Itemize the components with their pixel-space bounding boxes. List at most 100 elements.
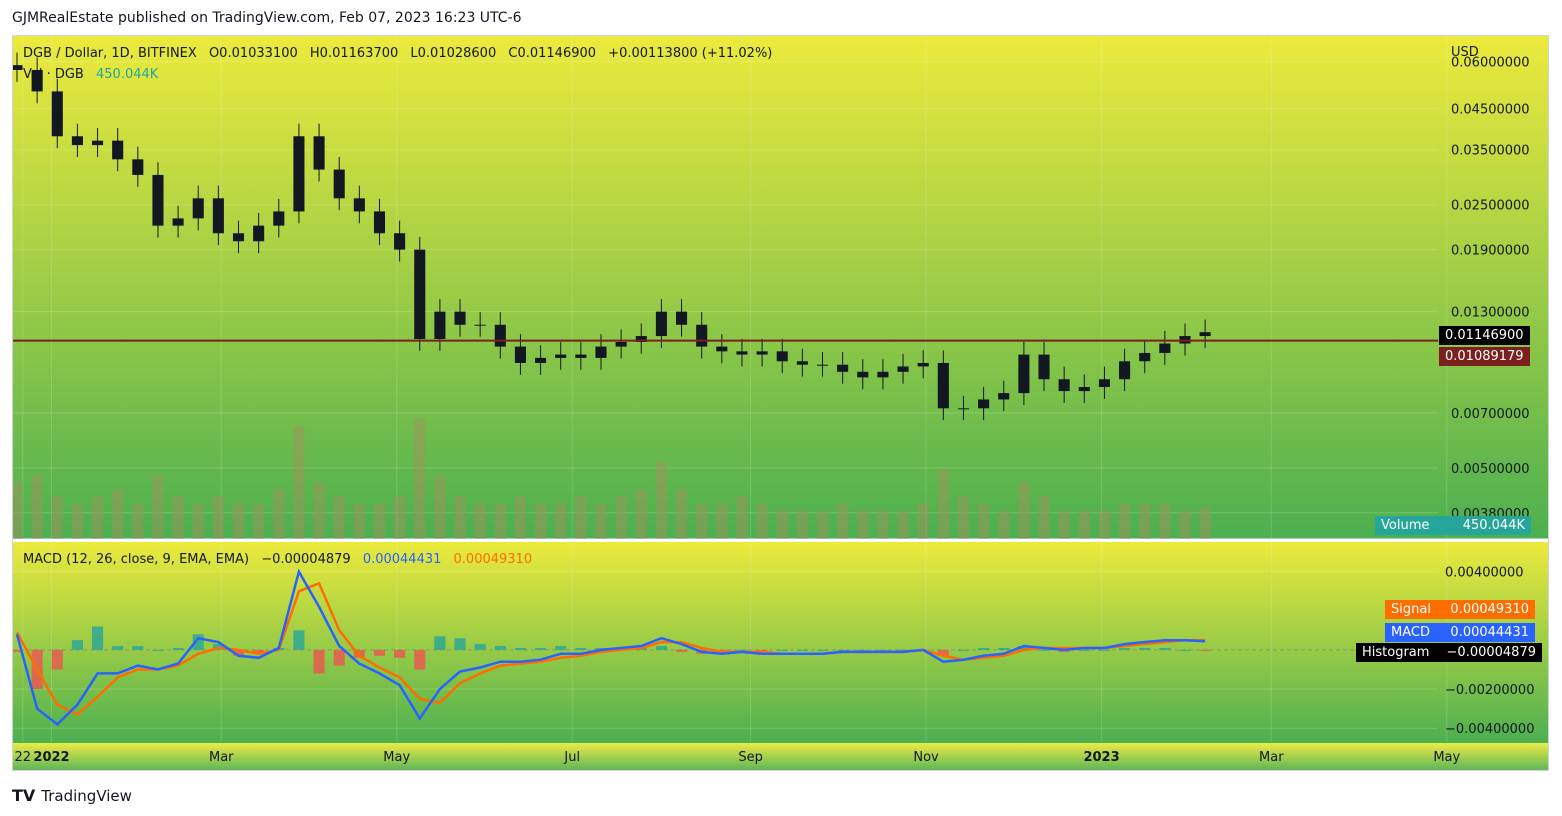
price-candle-body (212, 198, 224, 234)
price-candle-body (132, 159, 144, 175)
volume-bar (1119, 503, 1131, 539)
price-candle-body (92, 140, 104, 146)
macd-label: MACD (12, 26, close, 9, EMA, EMA) (23, 552, 250, 567)
volume-bar (978, 503, 990, 539)
macd-tick-label: −0.00400000 (1445, 722, 1534, 737)
volume-bar (414, 419, 426, 539)
price-candle-body (1098, 379, 1110, 388)
volume-bar (998, 510, 1010, 539)
volume-bar (897, 510, 909, 539)
macd-histogram-bar (414, 649, 426, 670)
time-tick-label: Sep (738, 750, 763, 765)
price-candle-body (756, 351, 768, 355)
volume-bar (474, 503, 486, 539)
volume-bar (112, 489, 124, 539)
volume-bar (132, 503, 144, 539)
axis-currency-label: USD (1451, 45, 1479, 60)
macd-histogram-bar (796, 649, 808, 651)
price-candle-body (897, 366, 909, 372)
macd-signal-value: 0.00049310 (453, 552, 533, 567)
price-candle-body (253, 225, 265, 242)
macd-histogram-bar (152, 649, 164, 651)
brand-name: TradingView (41, 786, 132, 805)
chart-frame[interactable]: USD 0.06000000 0.04500000 0.03500000 0.02500… (12, 35, 1549, 771)
volume-bar (273, 489, 285, 539)
macd-histogram-bar (92, 626, 104, 650)
macd-histogram-bar (192, 634, 204, 650)
price-candle-body (192, 198, 204, 219)
price-candle-body (353, 198, 365, 212)
volume-tag: Volume 450.044K (1375, 516, 1531, 535)
macd-line (15, 568, 1206, 726)
macd-histogram-bar (172, 647, 184, 650)
volume-bar (595, 503, 607, 539)
histogram-tag-label: Histogram (1362, 645, 1430, 660)
macd-histogram-bar (1179, 649, 1191, 651)
volume-bar (696, 503, 708, 539)
macd-histogram-bar (535, 647, 547, 650)
price-candle-body (635, 336, 647, 343)
volume-bar (232, 503, 245, 539)
volume-bar (333, 496, 345, 539)
volume-bar (676, 489, 688, 539)
volume-bar (857, 510, 869, 539)
price-candle-body (514, 346, 526, 363)
price-candle-body (716, 346, 728, 352)
volume-bar (1018, 482, 1030, 539)
signal-tag-label: Signal (1391, 602, 1431, 617)
price-tick-label: 0.02500000 (1451, 199, 1530, 214)
time-axis-bg (13, 743, 1548, 770)
hline-price-tag: 0.01089179 (1439, 347, 1530, 366)
macd-histogram-bar (1098, 649, 1110, 651)
price-candle-body (1038, 354, 1050, 380)
volume-tag-label: Volume (1381, 518, 1430, 533)
price-candle-body (494, 324, 506, 347)
price-candle-body (71, 136, 83, 146)
main-legend: DGB / Dollar, 1D, BITFINEX O0.01033100 H… (23, 46, 780, 61)
price-tick-label: 0.01300000 (1451, 306, 1530, 321)
macd-histogram-bar (555, 646, 567, 650)
price-tick-label: 0.00500000 (1451, 462, 1530, 477)
macd-histogram-bar (293, 630, 305, 650)
volume-bar (1058, 510, 1070, 539)
price-candle-body (555, 354, 567, 358)
price-candle-body (1119, 361, 1131, 380)
price-candle-body (776, 351, 788, 362)
price-candle-body (978, 399, 990, 409)
macd-histogram-bar (474, 644, 486, 650)
macd-histogram-bar (957, 649, 970, 651)
time-tick-label: Jul (563, 750, 580, 765)
price-candle-body (917, 362, 929, 367)
macd-histogram-bar (1139, 647, 1151, 650)
macd-hist-value: −0.00004879 (261, 552, 351, 567)
vol-value: 450.044K (96, 67, 159, 82)
macd-legend: MACD (12, 26, close, 9, EMA, EMA) −0.000… (23, 552, 540, 567)
price-candle-body (1199, 332, 1211, 337)
volume-bar (1098, 510, 1110, 539)
volume-bar (1179, 510, 1191, 539)
volume-bar (192, 503, 204, 539)
macd-histogram-bar (837, 649, 849, 651)
macd-histogram-bar (676, 649, 688, 652)
macd-histogram-bar (736, 649, 748, 651)
volume-bar (917, 503, 929, 539)
volume-bar (353, 503, 365, 539)
macd-histogram-bar (112, 646, 124, 650)
price-candle-body (112, 140, 124, 160)
macd-histogram-bar (434, 636, 446, 650)
macd-histogram-bar (514, 647, 526, 650)
price-tick-label: 0.00700000 (1451, 407, 1530, 422)
tradingview-brand[interactable]: TV TradingView (12, 786, 132, 805)
signal-tag-value: 0.00049310 (1450, 602, 1529, 617)
volume-bar (957, 496, 970, 539)
volume-bar (313, 482, 325, 539)
volume-bar (776, 510, 788, 539)
main-pane-bg (13, 36, 1548, 539)
time-tick-label: May (383, 750, 410, 765)
price-candle-body (877, 371, 889, 378)
macd-tick-label: −0.00200000 (1445, 683, 1534, 698)
price-tick-label: 0.01900000 (1451, 244, 1530, 259)
price-candle-body (857, 371, 869, 378)
macd-histogram-bar (494, 646, 506, 650)
